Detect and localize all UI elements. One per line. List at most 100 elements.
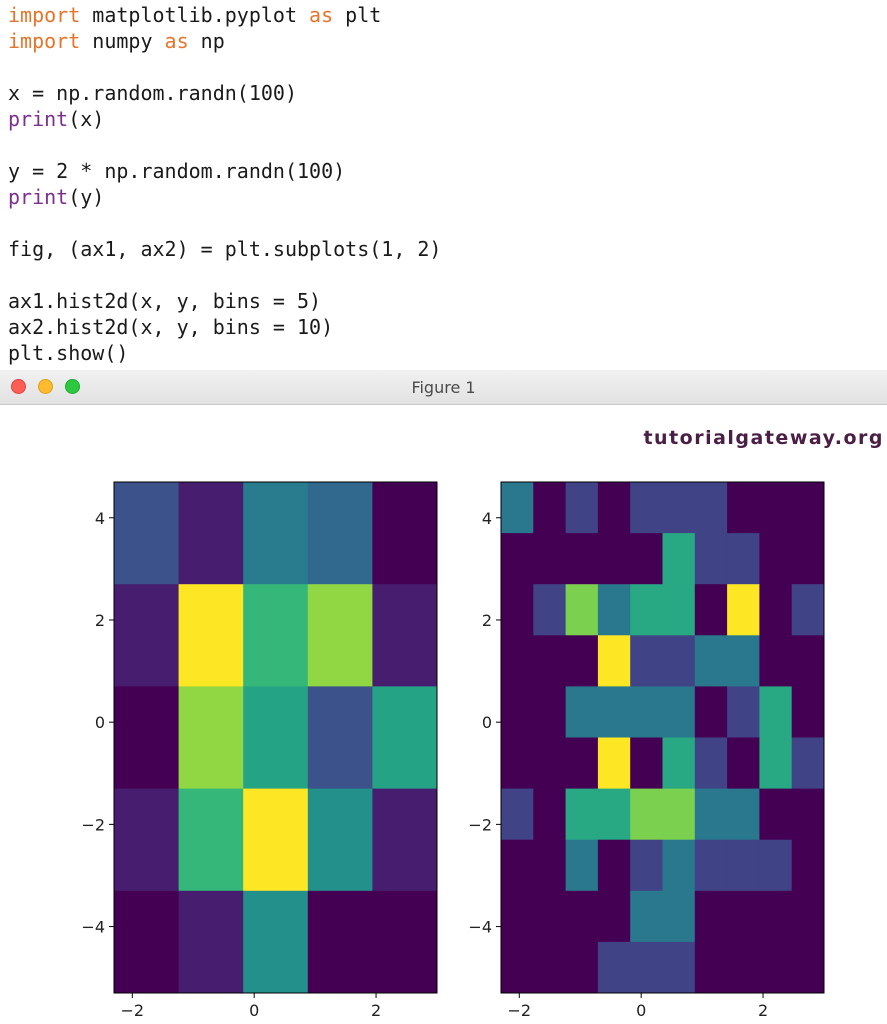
heatmap-cell <box>565 482 599 534</box>
heatmap-cell <box>662 533 696 585</box>
code-token: plt.show() <box>8 341 129 365</box>
heatmap-cell <box>565 941 599 994</box>
heatmap-cell <box>727 737 760 789</box>
heatmap-cell <box>597 890 631 943</box>
heatmap-cell <box>597 941 631 994</box>
heatmap-cell <box>694 890 728 943</box>
code-line: import numpy as np <box>8 28 225 54</box>
x-tick-label: 2 <box>758 1001 768 1020</box>
heatmap-cell <box>307 788 373 892</box>
heatmap-cell <box>727 584 760 636</box>
heatmap-cell <box>565 737 599 789</box>
heatmap-cell <box>630 788 663 841</box>
code-token: matplotlib.pyplot <box>80 3 310 27</box>
heatmap-cell <box>114 890 179 994</box>
heatmap-cell <box>791 890 825 943</box>
code-token: np <box>188 29 225 53</box>
code-token: x = np.random.randn(100) <box>8 81 297 105</box>
heatmap-cell <box>243 584 309 687</box>
close-window-button[interactable] <box>11 379 26 394</box>
x-tick-label: 0 <box>636 1001 646 1020</box>
heatmap-cell <box>307 584 373 687</box>
heatmap-cell <box>727 635 760 687</box>
heatmap-cell <box>307 686 373 789</box>
minimize-window-button[interactable] <box>38 379 53 394</box>
code-line: ax2.hist2d(x, y, bins = 10) <box>8 314 333 340</box>
heatmap-cell <box>533 941 566 994</box>
heatmap-cell <box>759 533 793 585</box>
heatmap-cell <box>791 941 825 994</box>
heatmap-cell <box>694 941 728 994</box>
heatmap-cell <box>791 686 825 738</box>
builtin-token: print <box>8 107 69 131</box>
heatmap-cell <box>597 482 631 534</box>
heatmap-cell <box>759 686 793 738</box>
heatmap-cell <box>694 788 728 841</box>
heatmap-cell <box>533 839 566 892</box>
builtin-token: print <box>8 185 69 209</box>
figure-canvas[interactable]: tutorialgateway.org 4 2 0 −2 −4 −2 0 2 4 2 0 −2 −4 −2… <box>0 405 887 1024</box>
heatmap-cell <box>178 890 244 994</box>
code-token: numpy <box>80 29 165 53</box>
code-token: fig, (ax1, ax2) = plt.subplots(1, 2) <box>8 237 442 261</box>
heatmap-cell <box>533 737 566 789</box>
heatmap-cell <box>565 839 599 892</box>
heatmap-cell <box>307 890 373 994</box>
heatmap-cell <box>533 584 566 636</box>
code-line: print(x) <box>8 106 104 132</box>
heatmap-cell <box>694 737 728 789</box>
y-tick-label: −4 <box>81 918 105 937</box>
code-token: ax1.hist2d(x, y, bins = 5) <box>8 289 322 313</box>
heatmap-cell <box>630 737 663 789</box>
heatmap-cell <box>630 533 663 585</box>
heatmap-cell <box>501 941 534 994</box>
heatmap-cell <box>533 890 566 943</box>
heatmap-cell <box>694 839 728 892</box>
keyword-token: import <box>8 29 81 53</box>
heatmap-cell <box>178 584 244 687</box>
heatmap-cell <box>662 482 696 534</box>
heatmap-cell <box>114 788 179 892</box>
heatmap-cell <box>501 584 534 636</box>
y-tick-label: −4 <box>468 918 492 937</box>
heatmap-cell <box>501 686 534 738</box>
watermark: tutorialgateway.org <box>643 427 884 449</box>
heatmap-cell <box>597 533 631 585</box>
code-editor[interactable]: import matplotlib.pyplot as plt import nu… <box>0 0 887 370</box>
heatmap-cell <box>662 635 696 687</box>
heatmap-cell <box>630 584 663 636</box>
keyword-token: as <box>309 3 334 27</box>
heatmap-cell <box>662 941 696 994</box>
window-title: Figure 1 <box>411 378 476 397</box>
heatmap-cell <box>114 686 179 789</box>
heatmap-cell <box>533 482 566 534</box>
heatmap-cell <box>694 482 728 534</box>
heatmap-cell <box>727 482 760 534</box>
heatmap-cell <box>597 737 631 789</box>
subplots-area: 4 2 0 −2 −4 −2 0 2 4 2 0 −2 −4 −2 0 2 <box>81 481 825 1020</box>
heatmap-cell <box>727 941 760 994</box>
heatmap-cell <box>597 839 631 892</box>
heatmap-cell <box>372 584 438 687</box>
figure-window-titlebar[interactable]: Figure 1 <box>0 370 887 405</box>
heatmap-cell <box>630 890 663 943</box>
heatmap-cell <box>630 941 663 994</box>
keyword-token: as <box>164 29 189 53</box>
heatmap-cell <box>694 533 728 585</box>
x-tick-label: 2 <box>371 1001 381 1020</box>
heatmap-cell <box>694 635 728 687</box>
maximize-window-button[interactable] <box>65 379 80 394</box>
heatmap-cell <box>791 584 825 636</box>
heatmap-cell <box>501 482 534 534</box>
heatmap-cell <box>597 686 631 738</box>
heatmap-cell <box>501 635 534 687</box>
heatmap-cell <box>662 584 696 636</box>
heatmap-cell <box>372 686 438 789</box>
heatmap-cell <box>372 482 438 585</box>
code-line: plt.show() <box>8 340 128 366</box>
heatmap-cell <box>694 584 728 636</box>
heatmap-cell <box>630 839 663 892</box>
x-tick-label: 0 <box>249 1001 259 1020</box>
y-tick-label: 2 <box>95 611 105 630</box>
heatmap-cell <box>114 482 179 585</box>
